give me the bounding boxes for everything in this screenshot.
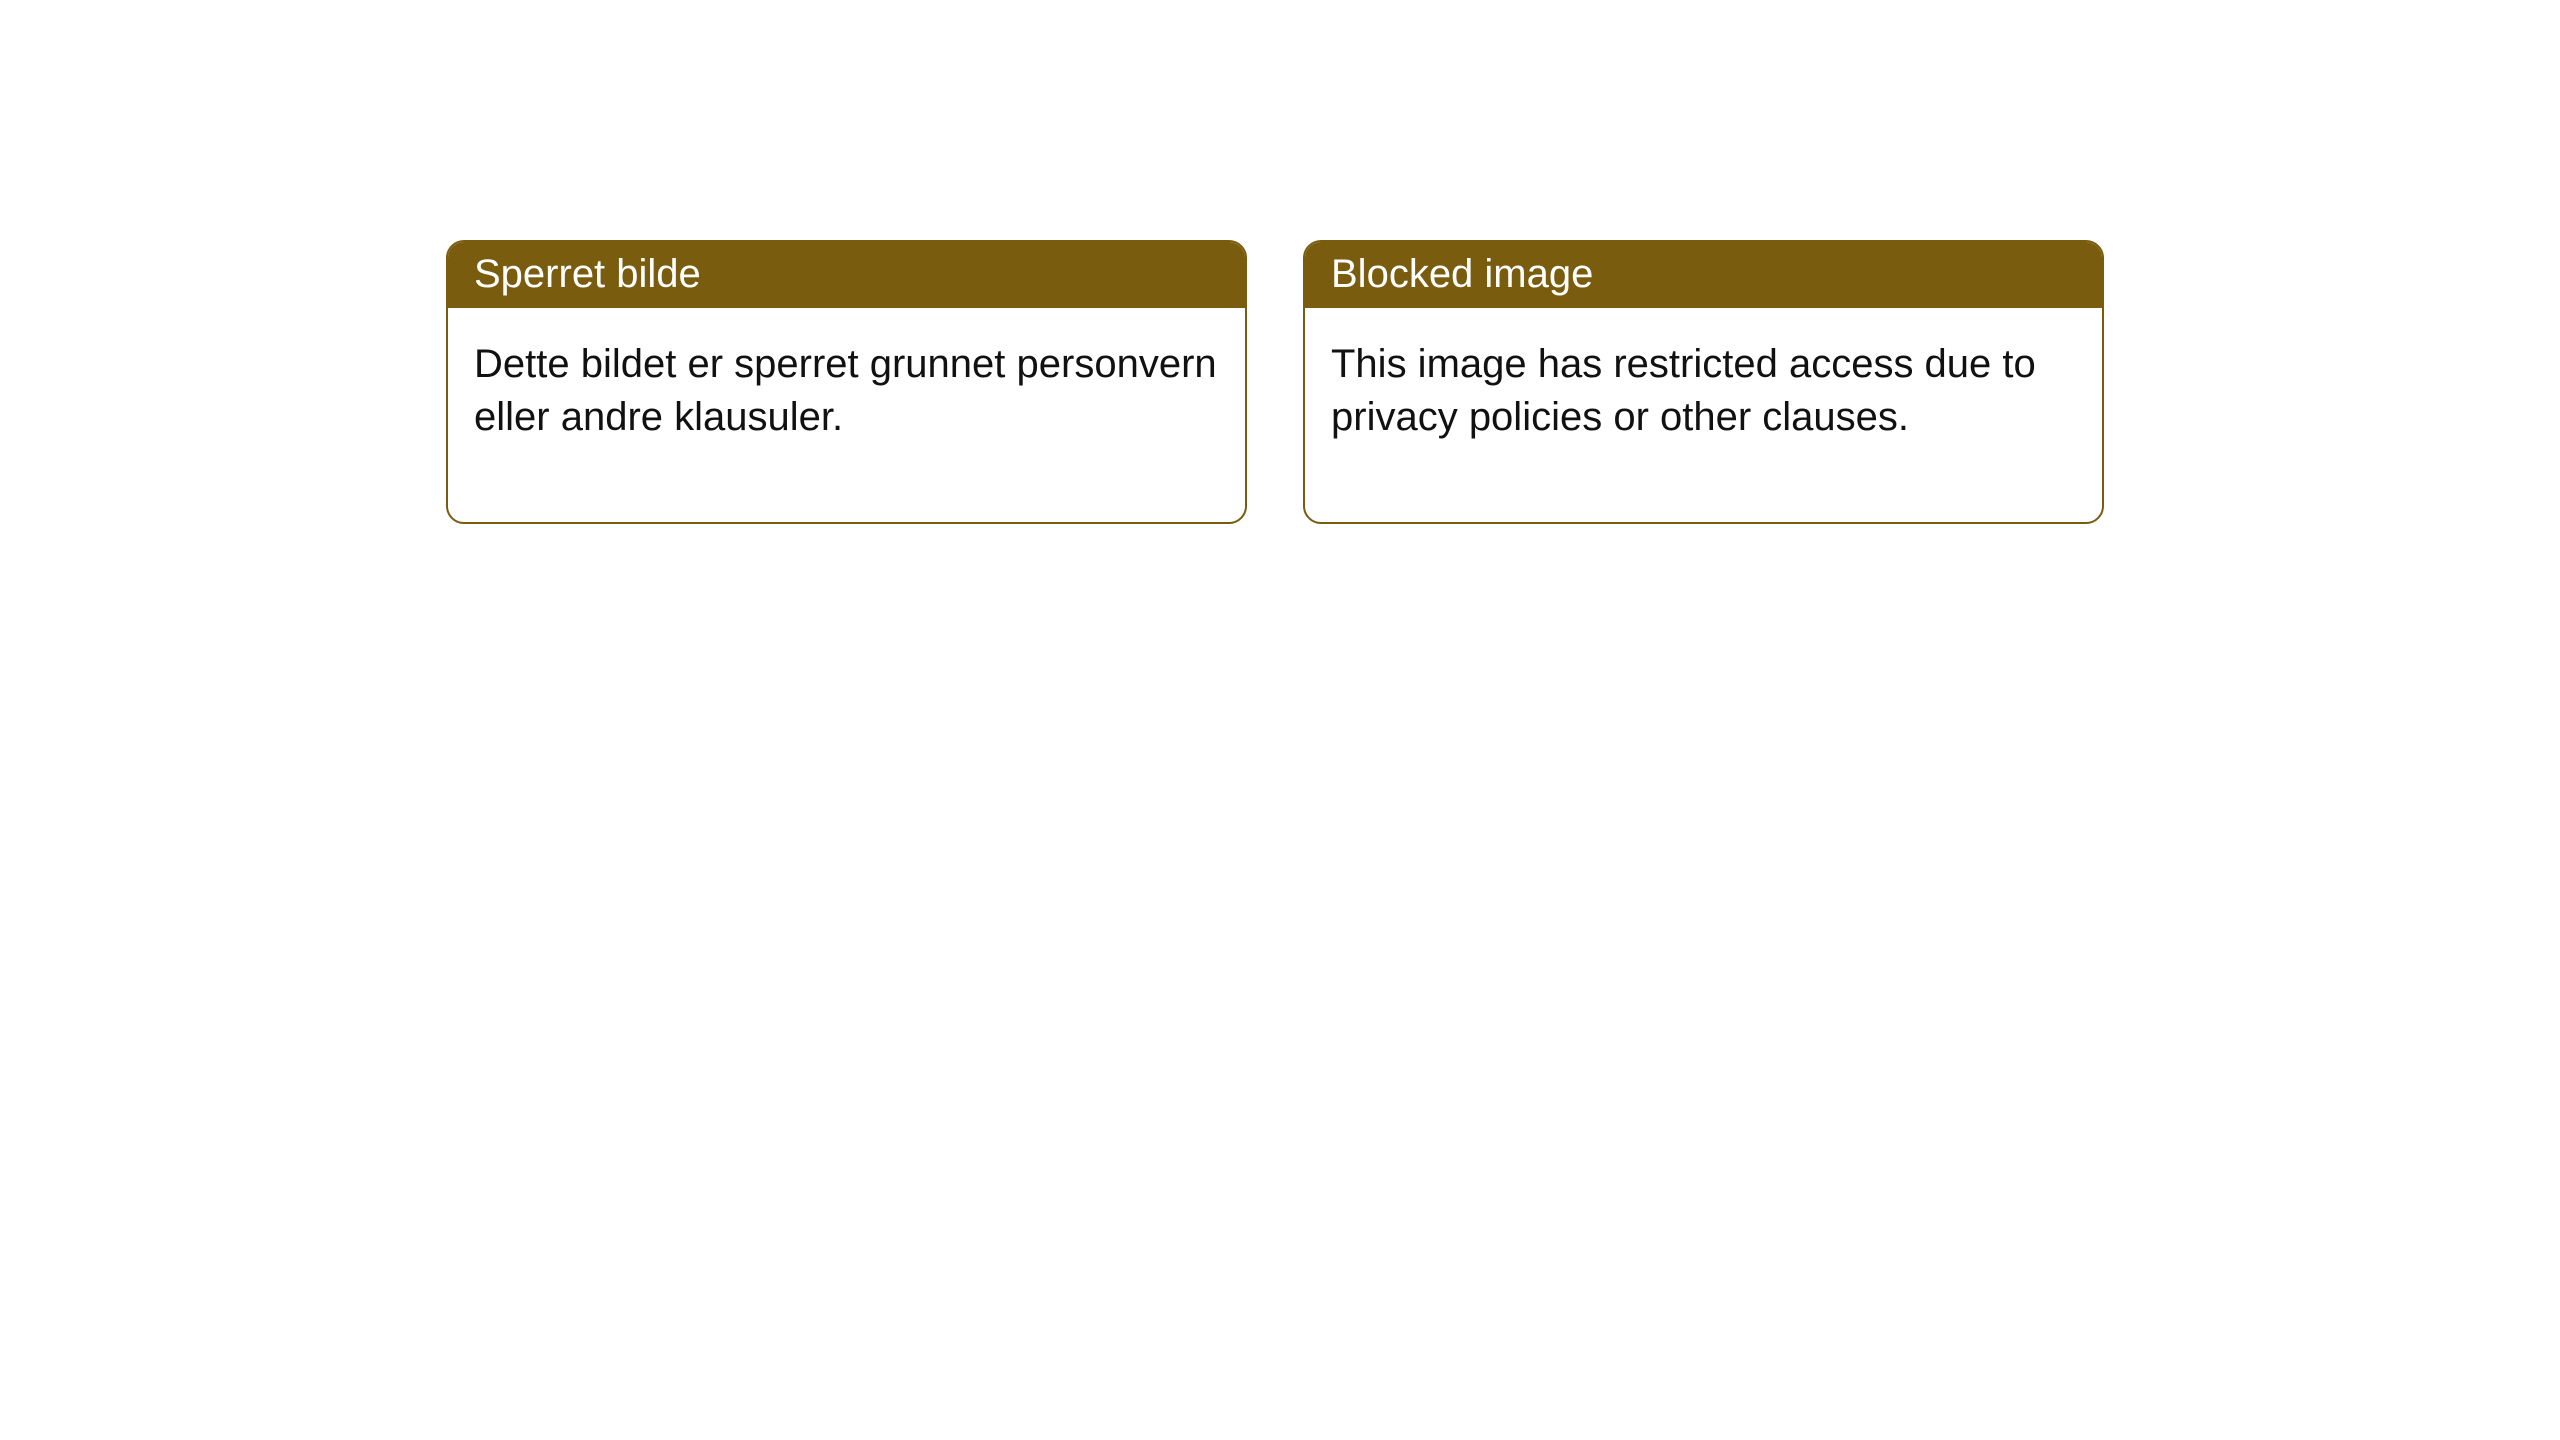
notice-container: Sperret bilde Dette bildet er sperret gr… (446, 240, 2104, 524)
notice-card-body-no: Dette bildet er sperret grunnet personve… (448, 308, 1245, 522)
notice-card-title-en: Blocked image (1305, 242, 2102, 308)
notice-card-body-en: This image has restricted access due to … (1305, 308, 2102, 522)
notice-card-en: Blocked image This image has restricted … (1303, 240, 2104, 524)
notice-card-no: Sperret bilde Dette bildet er sperret gr… (446, 240, 1247, 524)
notice-card-title-no: Sperret bilde (448, 242, 1245, 308)
